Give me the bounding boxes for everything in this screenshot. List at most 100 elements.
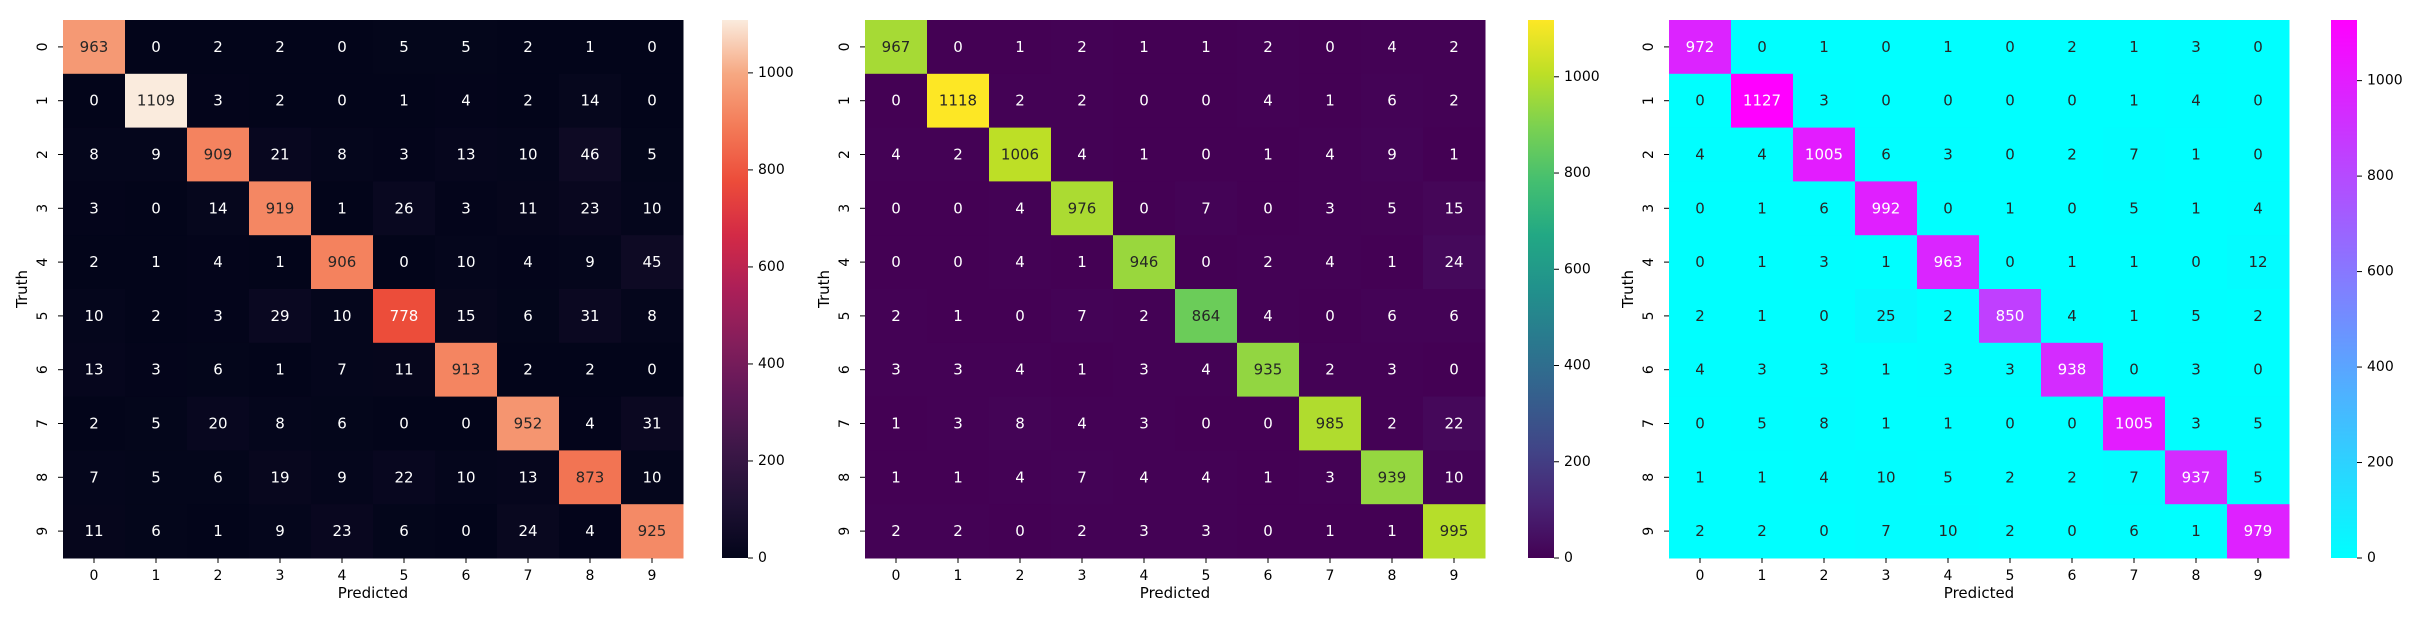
- cell-value-label: 873: [576, 468, 605, 486]
- cell-value-label: 1: [1881, 415, 1891, 433]
- y-tick-label: 2: [1641, 150, 1657, 159]
- heatmap-cell: [1299, 181, 1362, 236]
- heatmap-cell: [559, 289, 622, 344]
- heatmap-cell: [1237, 396, 1300, 451]
- heatmap-panel-1: 967 0 1 2 1 1 2 0 4 20 1118 2 2 0 0 4 1 6 24 2 1006 4 1 0 1 4 9 10 0…: [815, 20, 1600, 602]
- cell-value-label: 1: [2129, 92, 2139, 110]
- cell-value-label: 1: [1757, 253, 1767, 271]
- cell-value-label: 1006: [1001, 146, 1039, 164]
- colorbar-tick-label: 400: [1564, 358, 1591, 374]
- cell-value-label: 1: [399, 92, 409, 110]
- x-axis-label: Predicted: [1944, 584, 2014, 602]
- heatmap-cell: [1299, 504, 1362, 559]
- cell-value-label: 1: [1757, 307, 1767, 325]
- heatmap-cell: [1051, 181, 1114, 236]
- cell-value-label: 0: [1263, 415, 1273, 433]
- x-tick-label: 5: [1202, 568, 1211, 584]
- cell-value-label: 24: [1444, 253, 1463, 271]
- cell-value-label: 9: [151, 146, 161, 164]
- heatmap-cell: [1237, 235, 1300, 290]
- cell-value-label: 972: [1686, 38, 1715, 56]
- x-tick-label: 8: [586, 568, 595, 584]
- cell-value-label: 3: [89, 199, 99, 217]
- cell-value-label: 963: [80, 38, 109, 56]
- heatmap-cell: [2165, 450, 2228, 505]
- heatmap-cell: [1423, 20, 1486, 75]
- cell-value-label: 13: [518, 468, 537, 486]
- y-tick-label: 2: [837, 150, 853, 159]
- cell-value-label: 919: [266, 199, 295, 217]
- heatmap-cell: [1237, 20, 1300, 75]
- heatmap-cell: [1175, 127, 1238, 182]
- heatmap-cell: [249, 289, 312, 344]
- cell-value-label: 2: [2005, 468, 2015, 486]
- cell-value-label: 0: [1695, 253, 1705, 271]
- cell-value-label: 10: [518, 146, 537, 164]
- cell-value-label: 1: [1881, 253, 1891, 271]
- cell-value-label: 2: [275, 92, 285, 110]
- cell-value-label: 10: [1444, 468, 1463, 486]
- x-tick-label: 6: [2068, 568, 2077, 584]
- cell-value-label: 0: [647, 38, 657, 56]
- heatmap-cell: [559, 342, 622, 398]
- colorbar: [2331, 20, 2357, 558]
- heatmap-cell: [1731, 289, 1794, 344]
- heatmap-cell: [373, 73, 436, 129]
- heatmap-cell: [249, 20, 312, 75]
- heatmap-cell: [989, 289, 1052, 344]
- cell-value-label: 6: [399, 522, 409, 540]
- heatmap-cell: [2227, 235, 2290, 290]
- heatmap-cell: [1793, 450, 1856, 505]
- heatmap-cell: [1175, 181, 1238, 236]
- colorbar-tick-label: 1000: [2367, 73, 2403, 89]
- cell-value-label: 0: [2067, 92, 2077, 110]
- colorbar-tick-label: 200: [1564, 454, 1591, 470]
- cell-value-label: 2: [953, 146, 963, 164]
- heatmap-cell: [1855, 504, 1918, 559]
- cell-value-label: 9: [1387, 146, 1397, 164]
- cell-value-label: 2: [151, 307, 161, 325]
- heatmap-cell: [865, 181, 928, 236]
- colorbar: [1528, 20, 1554, 558]
- y-axis-label: Truth: [815, 270, 833, 309]
- heatmap-cell: [1793, 20, 1856, 75]
- heatmap-cell: [1979, 73, 2042, 129]
- heatmap-cell: [1793, 73, 1856, 129]
- y-tick-label: 0: [35, 42, 51, 51]
- heatmap-cell: [187, 127, 250, 182]
- heatmap-cell: [927, 235, 990, 290]
- cell-value-label: 15: [1444, 199, 1463, 217]
- heatmap-cell: [989, 181, 1052, 236]
- heatmap-cell: [497, 20, 560, 75]
- cell-value-label: 2: [2253, 307, 2263, 325]
- heatmap-cell: [1361, 289, 1424, 344]
- heatmap-cell: [2103, 181, 2166, 236]
- cell-value-label: 2: [1015, 92, 1025, 110]
- heatmap-cell: [1113, 289, 1176, 344]
- colorbar-tick-label: 200: [2367, 455, 2394, 471]
- heatmap-cell: [1979, 181, 2042, 236]
- cell-value-label: 3: [2191, 415, 2201, 433]
- cell-value-label: 3: [1325, 199, 1335, 217]
- cell-value-label: 6: [213, 468, 223, 486]
- x-tick-label: 4: [1944, 568, 1953, 584]
- heatmap-cell: [1917, 289, 1980, 344]
- cell-value-label: 4: [1819, 468, 1829, 486]
- heatmap-cell: [311, 127, 374, 182]
- heatmap-cell: [311, 396, 374, 451]
- heatmap-cell: [1361, 450, 1424, 505]
- heatmap-cell: [125, 342, 188, 398]
- cell-value-label: 3: [399, 146, 409, 164]
- y-tick-label: 3: [35, 204, 51, 213]
- heatmap-cell: [1793, 235, 1856, 290]
- heatmap-cell: [927, 20, 990, 75]
- heatmap-cell: [621, 396, 684, 451]
- cell-value-label: 3: [1943, 361, 1953, 379]
- heatmap-cell: [2165, 127, 2228, 182]
- cell-value-label: 3: [213, 307, 223, 325]
- x-tick-label: 0: [90, 568, 99, 584]
- heatmap-cell: [2227, 450, 2290, 505]
- heatmap-cell: [249, 504, 312, 559]
- heatmap-cell: [1423, 450, 1486, 505]
- cell-value-label: 9: [337, 468, 347, 486]
